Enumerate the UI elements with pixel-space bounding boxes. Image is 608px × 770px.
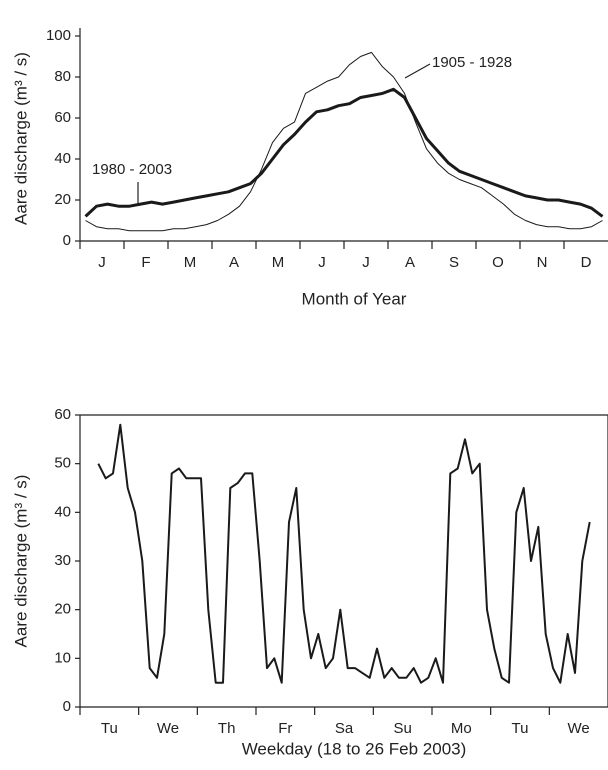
x-tick-label: M — [184, 254, 197, 271]
y-tick-label: 60 — [54, 109, 71, 126]
x-tick-label: Tu — [101, 720, 118, 737]
x-tick-label: J — [98, 254, 106, 271]
x-tick-label: We — [568, 720, 590, 737]
x-tick-label: F — [141, 254, 150, 271]
y-tick-label: 0 — [63, 232, 71, 249]
x-tick-label: D — [581, 254, 592, 271]
y-tick-label: 20 — [54, 601, 71, 618]
y-tick-label: 50 — [54, 455, 71, 472]
y-axis-label: Aare discharge (m³ / s) — [11, 52, 30, 225]
series-line — [84, 87, 604, 218]
x-tick-label: Tu — [512, 720, 529, 737]
x-tick-label: N — [537, 254, 548, 271]
annotation: 1905 - 1928 — [432, 54, 512, 71]
x-tick-label: A — [405, 254, 415, 271]
x-axis-label: Weekday (18 to 26 Feb 2003) — [242, 739, 467, 758]
x-tick-label: J — [362, 254, 370, 271]
y-tick-label: 80 — [54, 68, 71, 85]
x-tick-label: M — [272, 254, 285, 271]
y-axis-label: Aare discharge (m³ / s) — [11, 475, 30, 648]
y-tick-label: 0 — [63, 698, 71, 715]
series-line — [97, 423, 591, 684]
x-axis-label: Month of Year — [302, 289, 407, 308]
x-tick-label: Th — [218, 720, 236, 737]
x-tick-label: S — [449, 254, 459, 271]
x-tick-label: Fr — [278, 720, 292, 737]
x-tick-label: We — [157, 720, 179, 737]
x-tick-label: A — [229, 254, 239, 271]
annotation-leader — [404, 63, 431, 79]
x-tick-label: Su — [393, 720, 411, 737]
x-tick-label: J — [318, 254, 326, 271]
y-tick-label: 30 — [54, 552, 71, 569]
x-tick-label: Mo — [451, 720, 472, 737]
y-tick-label: 20 — [54, 191, 71, 208]
y-tick-label: 100 — [46, 27, 71, 44]
series-line — [85, 51, 603, 232]
y-tick-label: 40 — [54, 503, 71, 520]
x-tick-label: Sa — [335, 720, 354, 737]
y-tick-label: 60 — [54, 406, 71, 423]
annotation: 1980 - 2003 — [92, 161, 172, 178]
y-tick-label: 40 — [54, 150, 71, 167]
y-tick-label: 10 — [54, 649, 71, 666]
x-tick-label: O — [492, 254, 504, 271]
